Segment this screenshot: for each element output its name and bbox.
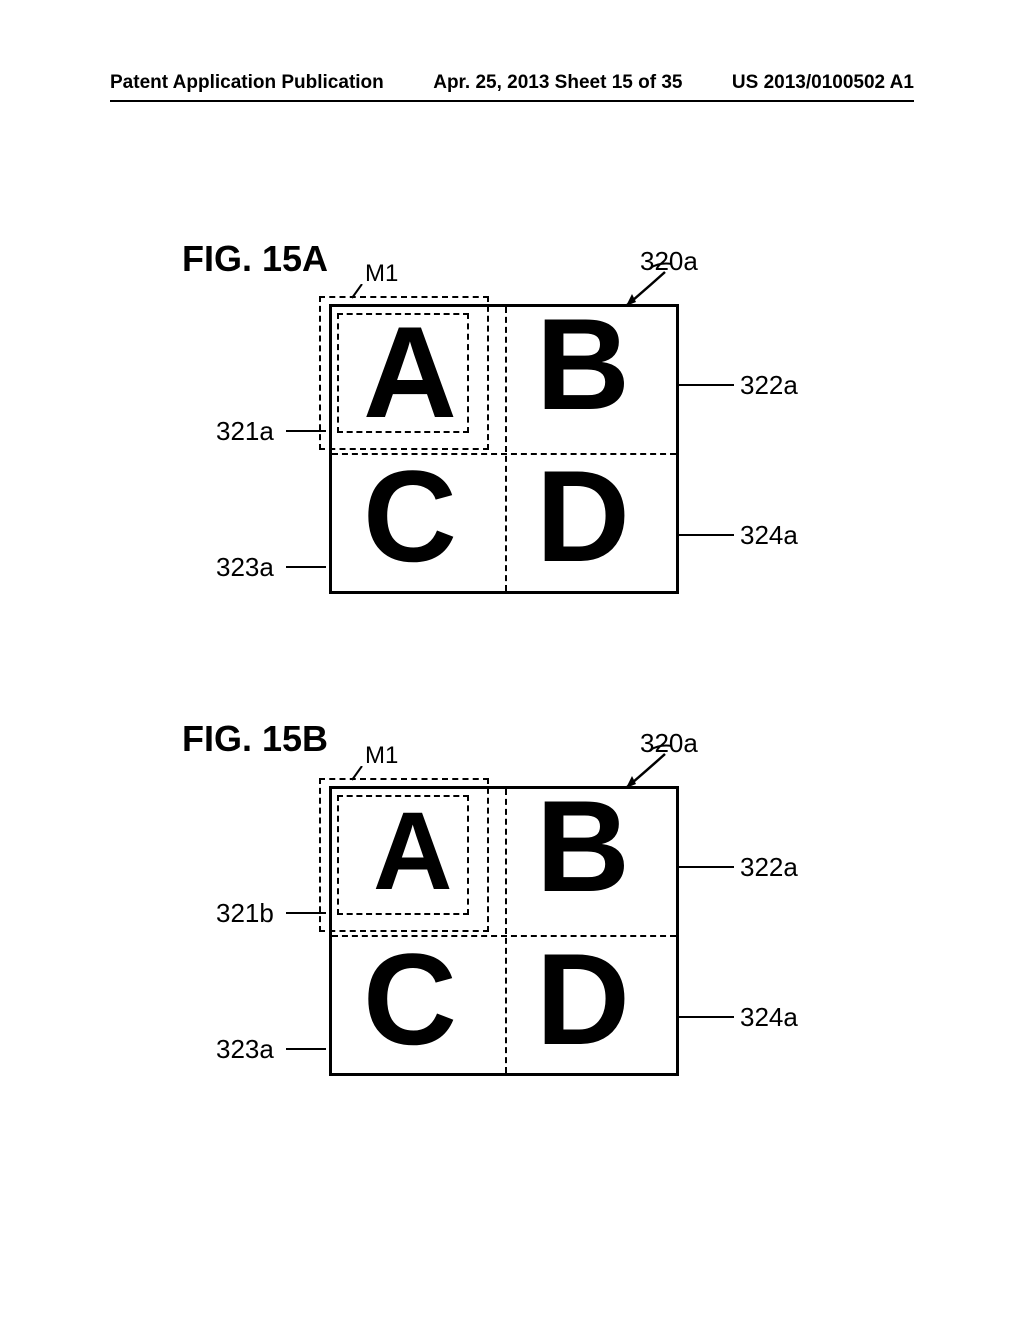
letter-C-a: C bbox=[363, 451, 457, 581]
fig-15b-title: FIG. 15B bbox=[182, 718, 328, 760]
callout-321a-a: 321a bbox=[216, 416, 274, 447]
m1-label-a: M1 bbox=[365, 260, 398, 288]
callout-324a-b: 324a bbox=[740, 1002, 798, 1033]
leader-322a-b bbox=[679, 866, 734, 868]
fig-15a-title: FIG. 15A bbox=[182, 238, 328, 280]
callout-322a-a: 322a bbox=[740, 370, 798, 401]
patent-page: Patent Application Publication Apr. 25, … bbox=[0, 0, 1024, 1320]
header-rule bbox=[110, 100, 914, 102]
letter-D-b: D bbox=[536, 934, 630, 1064]
callout-324a-a: 324a bbox=[740, 520, 798, 551]
callout-323a-a: 323a bbox=[216, 552, 274, 583]
letter-A-b: A bbox=[373, 797, 452, 907]
header-right: US 2013/0100502 A1 bbox=[732, 72, 914, 94]
callout-321b-b: 321b bbox=[216, 898, 274, 929]
header-center: Apr. 25, 2013 Sheet 15 of 35 bbox=[433, 72, 682, 94]
leader-324a-b bbox=[679, 1016, 734, 1018]
leader-324a-a bbox=[679, 534, 734, 536]
leader-321a-a bbox=[286, 430, 326, 432]
header-left: Patent Application Publication bbox=[110, 72, 384, 94]
letter-B-a: B bbox=[536, 299, 630, 429]
callout-322a-b: 322a bbox=[740, 852, 798, 883]
vline-b bbox=[505, 789, 507, 1073]
leader-323a-a bbox=[286, 566, 326, 568]
letter-C-b: C bbox=[363, 934, 457, 1064]
m1-label-b: M1 bbox=[365, 742, 398, 770]
letter-D-a: D bbox=[536, 451, 630, 581]
callout-323a-b: 323a bbox=[216, 1034, 274, 1065]
leader-323a-b bbox=[286, 1048, 326, 1050]
leader-321b-b bbox=[286, 912, 326, 914]
page-header: Patent Application Publication Apr. 25, … bbox=[0, 72, 1024, 94]
leader-322a-a bbox=[679, 384, 734, 386]
letter-A-a: A bbox=[363, 307, 457, 437]
vline-a bbox=[505, 307, 507, 591]
letter-B-b: B bbox=[536, 781, 630, 911]
